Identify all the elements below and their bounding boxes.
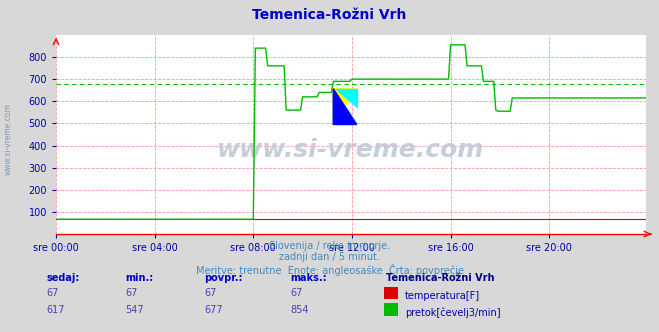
Text: 854: 854 [290, 305, 308, 315]
Text: Temenica-Rožni Vrh: Temenica-Rožni Vrh [386, 273, 494, 283]
Text: 677: 677 [204, 305, 223, 315]
Polygon shape [335, 89, 357, 107]
Text: 547: 547 [125, 305, 144, 315]
Text: 67: 67 [125, 288, 138, 298]
Text: www.si-vreme.com: www.si-vreme.com [3, 104, 13, 175]
Polygon shape [333, 89, 357, 124]
Text: www.si-vreme.com: www.si-vreme.com [217, 138, 484, 162]
Text: 67: 67 [204, 288, 217, 298]
Text: pretok[čevelj3/min]: pretok[čevelj3/min] [405, 307, 500, 318]
Text: 67: 67 [290, 288, 302, 298]
Text: Slovenija / reke in morje.: Slovenija / reke in morje. [269, 241, 390, 251]
Text: Meritve: trenutne  Enote: angleosaške  Črta: povprečje: Meritve: trenutne Enote: angleosaške Črt… [196, 264, 463, 276]
Text: 67: 67 [46, 288, 59, 298]
Text: min.:: min.: [125, 273, 154, 283]
Text: sedaj:: sedaj: [46, 273, 80, 283]
Text: povpr.:: povpr.: [204, 273, 243, 283]
Polygon shape [333, 89, 357, 124]
Text: 617: 617 [46, 305, 65, 315]
Text: zadnji dan / 5 minut.: zadnji dan / 5 minut. [279, 252, 380, 262]
Text: maks.:: maks.: [290, 273, 327, 283]
Text: temperatura[F]: temperatura[F] [405, 291, 480, 301]
Text: Temenica-Rožni Vrh: Temenica-Rožni Vrh [252, 8, 407, 22]
